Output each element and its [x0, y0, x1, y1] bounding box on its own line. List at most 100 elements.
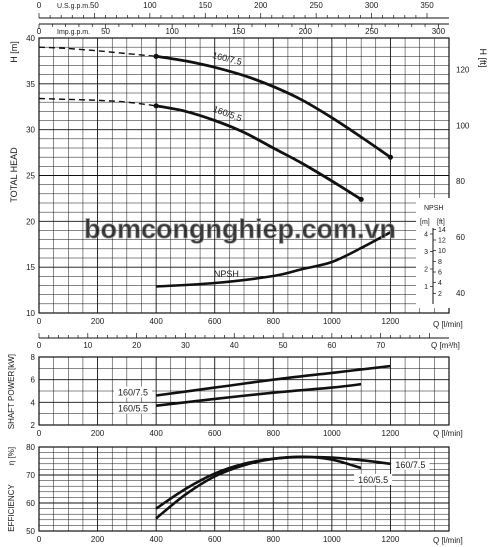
usgpm-tick-label: 200: [254, 1, 268, 10]
power-xtick-label: 1200: [382, 429, 400, 438]
npsh-ft-tick-label: 10: [438, 248, 446, 255]
head-xtick-label: 0: [37, 317, 42, 326]
npsh-ft-tick-label: 4: [438, 280, 442, 287]
power-ytick-label: 8: [31, 353, 36, 362]
watermark: bomcongnghiep.com.vn: [84, 214, 396, 244]
power-ytick-label: 2: [31, 421, 36, 430]
m3h-tick-label: 60: [327, 341, 336, 350]
power-ytick-label: 6: [31, 376, 36, 385]
npsh-ft-tick-label: 6: [438, 269, 442, 276]
head-xtick-label: 1200: [382, 317, 400, 326]
power-panel: 2 4 6 8 0 200 400 600 800 1000 1200 SHAFT POWER [k…: [7, 353, 463, 438]
impgpm-tick-label: 200: [299, 27, 313, 36]
npsh-axis-title: NPSH: [424, 205, 443, 212]
power-curve-160-7-5: [155, 364, 391, 397]
efficiency-yunit: η [%]: [7, 447, 16, 465]
npsh-m-tick-label: 3: [424, 249, 428, 256]
head-ft-tick-label: 100: [456, 121, 470, 130]
power-ytick-label: 4: [31, 398, 36, 407]
head-curve-160-7-5-start-marker: [153, 53, 159, 59]
head-xlabel: Q [l/min]: [433, 320, 463, 329]
head-ytick-label: 30: [26, 126, 35, 135]
head-curve-label-160-7-5: 160/7.5: [211, 50, 243, 67]
head-xtick-label: 800: [267, 317, 281, 326]
usgpm-tick-label: 350: [420, 1, 434, 10]
npsh-curve-label: NPSH: [214, 269, 239, 279]
head-xtick-label: 1000: [323, 317, 341, 326]
efficiency-ytick-label: 70: [26, 471, 35, 480]
npsh-m-tick-label: 2: [424, 267, 428, 274]
impgpm-tick-label: 250: [365, 27, 379, 36]
efficiency-ytick-label: 50: [26, 527, 35, 536]
npsh-ft-tick-label: 12: [438, 237, 446, 244]
power-label-bg: [114, 402, 152, 414]
m3h-tick-label: 30: [181, 341, 190, 350]
power-xtick-label: 400: [149, 429, 163, 438]
npsh-m-tick-label: 4: [424, 232, 428, 239]
power-curve-label-160-5-5: 160/5.5: [118, 404, 148, 414]
head-ytick-label: 40: [26, 34, 35, 43]
head-right-unit: H [ft]: [478, 48, 488, 67]
m3h-tick-label: 20: [132, 341, 141, 350]
efficiency-curve-label-160-5-5: 160/5.5: [358, 475, 388, 485]
power-xtick-label: 0: [37, 429, 42, 438]
head-curve-160-5-5: [155, 104, 362, 201]
head-ytick-label: 15: [26, 263, 35, 272]
power-xtick-label: 600: [208, 429, 222, 438]
power-label-bg: [114, 386, 152, 398]
head-ft-tick-label: 60: [456, 233, 465, 242]
head-xtick-label: 600: [208, 317, 222, 326]
power-axis-ticks: 2 4 6 8 0 200 400 600 800 1000 1200: [31, 353, 400, 438]
head-xtick-label: 400: [149, 317, 163, 326]
m3h-tick-label: 10: [83, 341, 92, 350]
head-curve-160-7-5: [155, 54, 392, 159]
usgpm-tick-label: 100: [143, 1, 157, 10]
efficiency-xtick-label: 600: [208, 535, 222, 544]
m3h-tick-label: 70: [376, 341, 385, 350]
impgpm-ticks: 0 50 100 150 200 250 300: [37, 23, 449, 36]
m3h-axis-ticks: 0 10 20 30 40 50 60 70: [37, 333, 449, 350]
power-curve-160-5-5: [155, 382, 362, 407]
head-curve-160-7-5-end-marker: [387, 154, 394, 160]
head-curve-160-5-5-start-marker: [153, 103, 159, 109]
npsh-ft-tick-label: 2: [438, 291, 442, 298]
efficiency-curve-label-160-7-5: 160/7.5: [395, 460, 425, 470]
efficiency-xtick-label: 800: [267, 535, 281, 544]
impgpm-tick-label: 150: [232, 27, 246, 36]
m3h-tick-label: 0: [37, 341, 42, 350]
impgpm-tick-label: 0: [37, 27, 42, 36]
head-yunit: H [m]: [9, 41, 19, 63]
efficiency-ylabel: EFFICIENCY: [7, 484, 16, 532]
power-yunit: [kW]: [7, 354, 16, 370]
impgpm-label: Imp.g.p.m.: [57, 29, 90, 36]
efficiency-curve-160-5-5: [155, 455, 362, 520]
npsh-axis-unit-m: [m]: [420, 219, 430, 226]
head-xtick-label: 200: [91, 317, 105, 326]
power-grid: [38, 356, 450, 426]
efficiency-xlabel: Q [l/min]: [433, 536, 463, 545]
head-ytick-label: 25: [26, 172, 35, 181]
power-series: [155, 364, 391, 407]
power-xtick-label: 1000: [323, 429, 341, 438]
m3h-tick-label: 50: [279, 341, 288, 350]
impgpm-tick-label: 50: [101, 27, 110, 36]
m3h-xlabel: Q [m³/h]: [431, 341, 460, 350]
efficiency-xtick-label: 0: [37, 535, 42, 544]
npsh-ft-tick-label: 14: [438, 227, 446, 234]
usgpm-label: U.S.g.p.m.: [57, 3, 90, 10]
usgpm-tick-label: 0: [37, 1, 42, 10]
npsh-curve: [156, 231, 392, 288]
efficiency-frame: [38, 446, 450, 532]
efficiency-ytick-label: 60: [26, 499, 35, 508]
efficiency-series: [155, 455, 391, 520]
head-grid: [38, 37, 450, 314]
efficiency-xtick-label: 1200: [382, 535, 400, 544]
efficiency-curve-labels: 160/7.5 160/5.5: [354, 458, 430, 485]
head-ytick-label: 20: [26, 217, 35, 226]
